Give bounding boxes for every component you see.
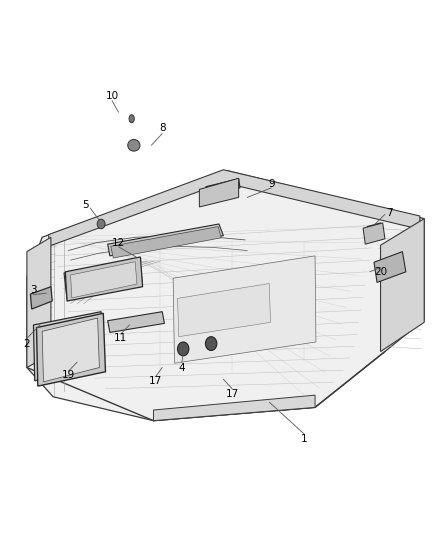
Text: 12: 12 [112, 238, 125, 247]
Polygon shape [33, 312, 102, 381]
Text: 19: 19 [62, 370, 75, 381]
Polygon shape [30, 287, 52, 309]
Polygon shape [206, 179, 240, 195]
Text: 11: 11 [114, 333, 127, 343]
Polygon shape [44, 320, 94, 371]
Polygon shape [381, 219, 424, 352]
Polygon shape [49, 169, 420, 246]
Text: 17: 17 [226, 389, 239, 399]
Polygon shape [363, 223, 385, 244]
Polygon shape [199, 178, 239, 207]
Text: 10: 10 [106, 91, 119, 101]
Polygon shape [64, 259, 143, 300]
Text: 2: 2 [24, 338, 30, 349]
Text: 3: 3 [30, 286, 37, 295]
Text: 8: 8 [159, 123, 166, 133]
Circle shape [205, 337, 217, 351]
Text: 9: 9 [268, 179, 275, 189]
Polygon shape [42, 318, 99, 382]
Text: 5: 5 [82, 200, 89, 211]
Circle shape [97, 219, 105, 229]
Text: 17: 17 [149, 376, 162, 386]
Text: 7: 7 [386, 208, 392, 219]
Polygon shape [111, 227, 221, 258]
Ellipse shape [129, 115, 134, 123]
Text: 20: 20 [374, 267, 387, 277]
Text: 4: 4 [179, 362, 185, 373]
Ellipse shape [128, 140, 140, 151]
Polygon shape [374, 252, 406, 282]
Polygon shape [27, 171, 424, 421]
Circle shape [177, 342, 189, 356]
Text: 1: 1 [301, 434, 307, 445]
Polygon shape [108, 224, 223, 256]
Polygon shape [65, 257, 143, 301]
Polygon shape [36, 313, 106, 386]
Polygon shape [40, 316, 97, 375]
Polygon shape [71, 262, 137, 298]
Polygon shape [173, 256, 316, 364]
Polygon shape [108, 312, 164, 333]
Polygon shape [27, 237, 51, 368]
Polygon shape [177, 284, 271, 337]
Polygon shape [367, 223, 383, 238]
Polygon shape [153, 395, 315, 421]
